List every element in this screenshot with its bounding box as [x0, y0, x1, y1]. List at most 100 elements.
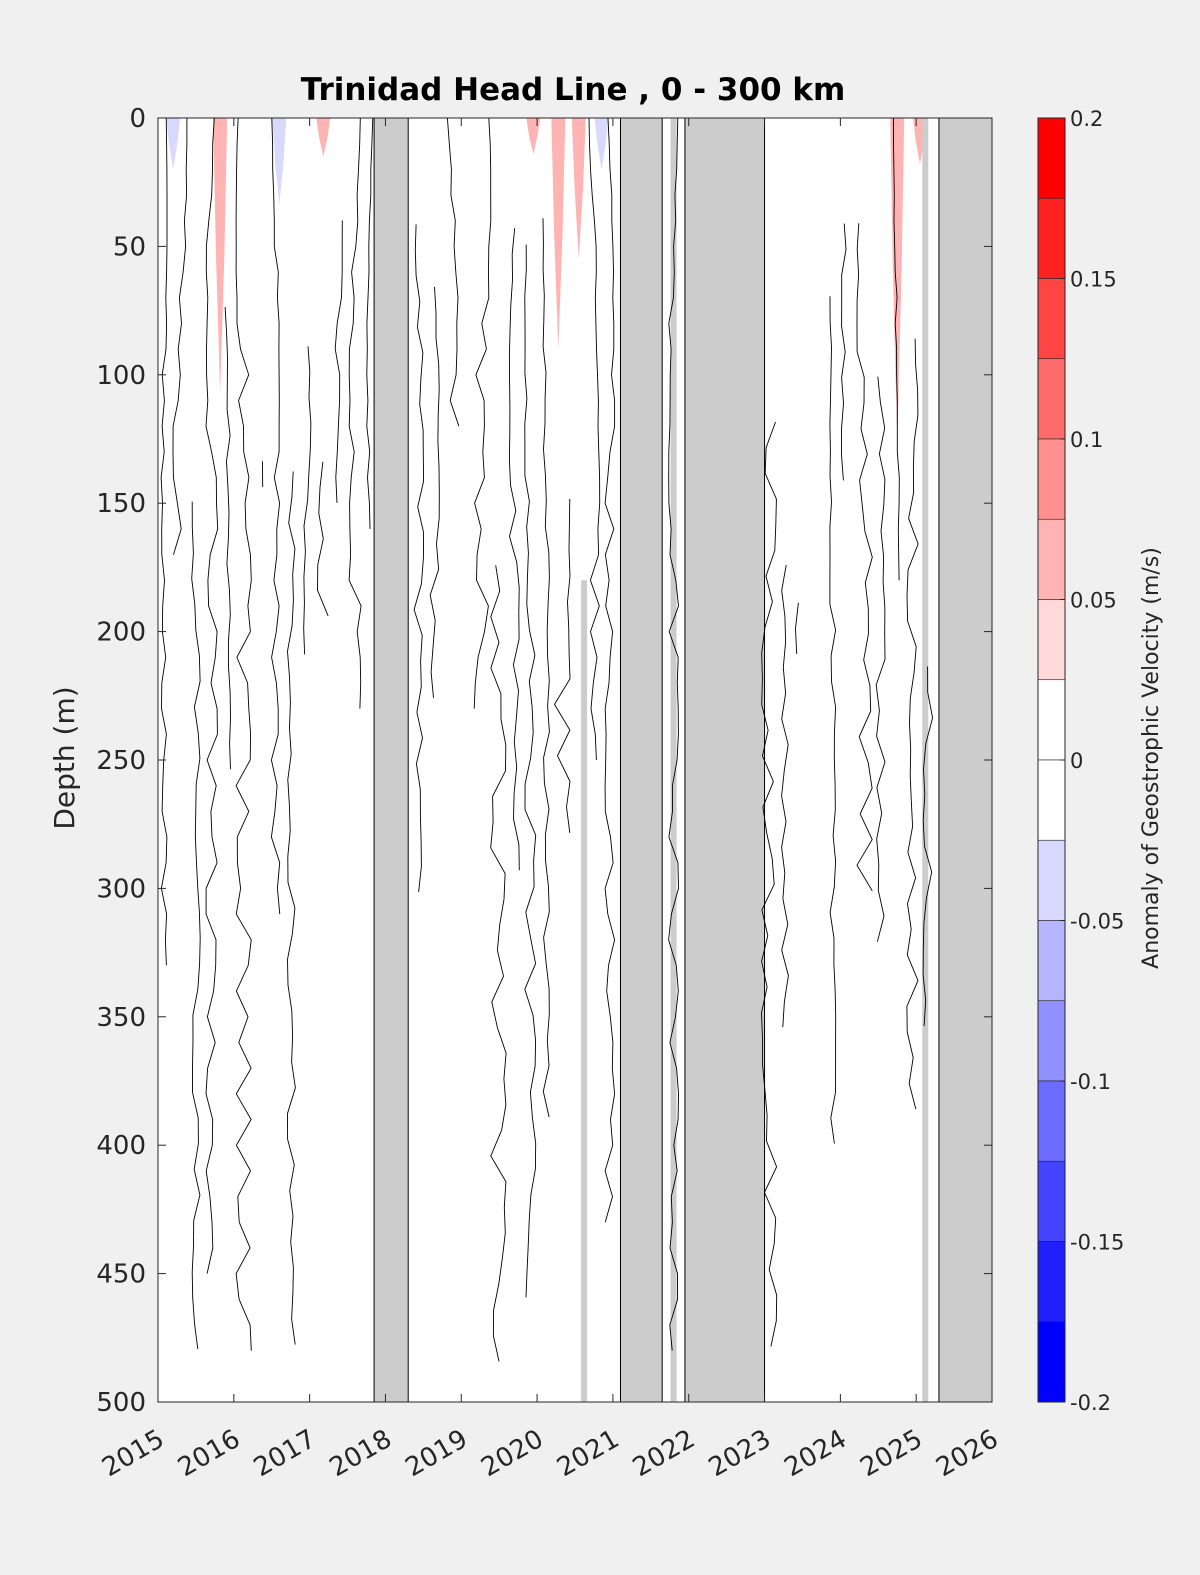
x-tick-label: 2024 — [780, 1424, 852, 1483]
anomaly-patch — [571, 118, 586, 260]
y-axis-label: Depth (m) — [48, 686, 81, 829]
colorbar-level — [1037, 518, 1066, 600]
y-tick-label: 400 — [96, 1131, 146, 1161]
x-tick-label: 2021 — [552, 1424, 624, 1483]
contour-line — [875, 376, 886, 942]
contour-line — [348, 117, 362, 709]
x-tick-label: 2015 — [97, 1424, 169, 1483]
x-tick-label: 2022 — [628, 1424, 700, 1483]
contour-line — [524, 244, 537, 1298]
no-data-strip — [670, 118, 677, 1402]
y-tick-label: 200 — [96, 618, 146, 648]
y-tick-label: 450 — [96, 1260, 146, 1290]
anomaly-patch — [890, 118, 905, 439]
colorbar-tick-label: 0.15 — [1070, 268, 1117, 292]
no-data-strip — [581, 580, 588, 1402]
contour-line — [172, 118, 188, 555]
contour-line — [542, 218, 550, 1118]
x-tick-label: 2023 — [704, 1424, 776, 1483]
anomaly-patch — [166, 118, 181, 170]
colorbar-level — [1037, 358, 1066, 440]
x-tick-label: 2016 — [173, 1424, 245, 1483]
contour-lines — [160, 117, 934, 1362]
colorbar-tick-label: -0.2 — [1070, 1391, 1111, 1415]
y-tick-label: 300 — [96, 874, 146, 904]
contour-line — [473, 117, 492, 709]
contour-line — [841, 223, 847, 481]
y-axis-ticks: 0 50 100 150 200 250 300 350 400 450 500 — [96, 104, 992, 1418]
no-data-strip — [922, 118, 929, 1402]
colorbar-level — [1037, 117, 1066, 199]
contour-line — [413, 224, 425, 893]
contour-line — [235, 117, 252, 1351]
y-tick-label: 350 — [96, 1003, 146, 1033]
colorbar-level — [1037, 679, 1066, 761]
contour-line — [287, 471, 296, 1345]
colorbar-level — [1037, 1241, 1066, 1323]
contour-line — [761, 421, 778, 1347]
contour-line — [795, 602, 799, 655]
colorbar-level — [1037, 438, 1066, 520]
y-tick-label: 250 — [96, 746, 146, 776]
contour-line — [303, 346, 312, 655]
colorbar-level — [1037, 278, 1066, 360]
colorbar-level — [1037, 759, 1066, 841]
colorbar-level — [1037, 1000, 1066, 1082]
anomaly-patch — [526, 118, 541, 154]
colorbar-tick-label: 0.05 — [1070, 589, 1117, 613]
contour-line — [160, 117, 168, 966]
contour-line — [334, 220, 343, 503]
chart-title: Trinidad Head Line , 0 - 300 km — [301, 72, 846, 108]
x-tick-label: 2018 — [325, 1424, 397, 1483]
colorbar-tick-label: -0.15 — [1070, 1231, 1124, 1255]
y-tick-label: 100 — [96, 361, 146, 391]
anomaly-patch — [316, 118, 331, 157]
contour-line — [588, 117, 601, 761]
x-tick-label: 2020 — [476, 1424, 548, 1483]
contour-line — [191, 501, 201, 1350]
y-tick-label: 0 — [129, 104, 146, 134]
contour-line — [508, 228, 520, 871]
colorbar-tick-label: -0.1 — [1070, 1070, 1111, 1094]
contour-line — [270, 117, 281, 915]
contour-line — [205, 117, 219, 1274]
contour-line — [553, 498, 571, 833]
contour-line — [446, 117, 460, 427]
contour-line — [829, 296, 837, 1144]
anomaly-patch — [551, 118, 566, 350]
no-data-region — [684, 117, 766, 1403]
colorbar-level — [1037, 839, 1066, 921]
plot-area — [158, 117, 993, 1403]
contour-line — [366, 117, 374, 529]
plot-background — [158, 118, 992, 1402]
contour-line — [922, 666, 934, 1027]
x-tick-label: 2025 — [855, 1424, 927, 1483]
contour-line — [668, 117, 679, 1351]
colorbar-level — [1037, 920, 1066, 1002]
y-tick-label: 500 — [96, 1388, 146, 1418]
contour-line — [317, 461, 329, 617]
colorbar-level — [1037, 1321, 1066, 1403]
colorbar-label: Anomaly of Geostrophic Velocity (m/s) — [1139, 547, 1164, 969]
contour-line — [490, 565, 507, 1362]
contour-line — [604, 117, 616, 1223]
colorbar-tick-label: 0.1 — [1070, 428, 1103, 452]
anomaly-patch — [272, 118, 287, 206]
x-tick-label: 2019 — [400, 1424, 472, 1483]
no-data-region — [373, 117, 409, 1403]
colorbar-tick-label: -0.05 — [1070, 910, 1124, 934]
colorbar-level — [1037, 197, 1066, 279]
colorbar-level — [1037, 1160, 1066, 1242]
colorbar: 0.2 0.15 0.1 0.05 0 -0.05 -0.1 -0.15 -0.2 — [1037, 107, 1124, 1415]
contour-line — [781, 564, 789, 1028]
y-tick-label: 150 — [96, 489, 146, 519]
colorbar-tick-label: 0.2 — [1070, 107, 1103, 131]
x-tick-label: 2017 — [249, 1424, 321, 1483]
contour-line — [224, 306, 231, 770]
contour-line — [893, 118, 900, 581]
x-tick-label: 2026 — [931, 1424, 1003, 1483]
contour-line — [856, 223, 873, 892]
anomaly-patch — [213, 118, 228, 393]
anomaly-patch — [594, 118, 609, 170]
